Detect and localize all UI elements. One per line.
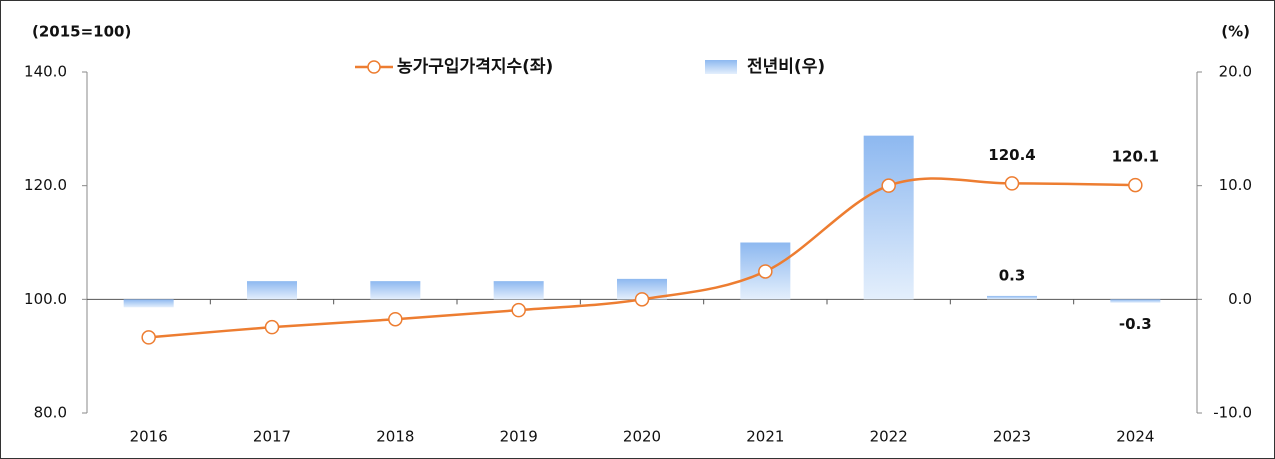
x-tick-label: 2022 xyxy=(870,428,908,446)
bar xyxy=(370,281,421,300)
line-marker xyxy=(634,292,650,307)
line-marker xyxy=(1128,177,1143,193)
x-tick-label: 2020 xyxy=(623,428,661,446)
y-tick-label: 140.0 xyxy=(24,63,67,81)
x-tick-label: 2024 xyxy=(1116,428,1154,446)
y-tick-label: 100.0 xyxy=(24,290,67,308)
line-marker xyxy=(264,319,280,335)
x-tick-label: 2021 xyxy=(746,428,784,446)
x-tick-label: 2016 xyxy=(130,428,168,446)
line-marker xyxy=(388,311,403,327)
y-tick-label: 80.0 xyxy=(34,404,67,422)
bar xyxy=(247,281,297,300)
x-tick-label: 2017 xyxy=(253,428,291,446)
line-marker xyxy=(758,264,773,279)
x-tick-label: 2018 xyxy=(376,428,414,446)
y2-tick-label: -10.0 xyxy=(1213,404,1252,422)
y2-tick-label: 0.0 xyxy=(1228,290,1252,308)
line-label: 120.4 xyxy=(988,146,1035,164)
y-axis-label: (2015=100) xyxy=(32,23,131,41)
bar xyxy=(1110,299,1161,303)
line-marker xyxy=(881,178,896,193)
x-tick-label: 2023 xyxy=(993,428,1031,446)
legend-label: 전년비(우) xyxy=(747,57,825,77)
line-label: 120.1 xyxy=(1112,148,1159,166)
bar xyxy=(987,295,1037,300)
y2-tick-label: 20.0 xyxy=(1219,63,1252,81)
y2-tick-label: 10.0 xyxy=(1219,176,1252,194)
line-marker xyxy=(511,302,526,318)
bar xyxy=(123,299,174,308)
x-tick-label: 2019 xyxy=(500,428,538,446)
y-tick-label: 120.0 xyxy=(24,176,67,194)
legend-label: 농가구입가격지수(좌) xyxy=(397,57,553,77)
bar xyxy=(617,278,667,300)
bar xyxy=(493,281,544,300)
legend-swatch xyxy=(705,60,737,74)
bar xyxy=(863,135,914,300)
legend-marker xyxy=(367,60,381,74)
y2-axis-label: (%) xyxy=(1221,23,1250,41)
bar-label: 0.3 xyxy=(999,266,1026,284)
line-marker xyxy=(141,330,156,345)
line-marker xyxy=(1004,176,1020,191)
bar-label: -0.3 xyxy=(1119,315,1152,333)
